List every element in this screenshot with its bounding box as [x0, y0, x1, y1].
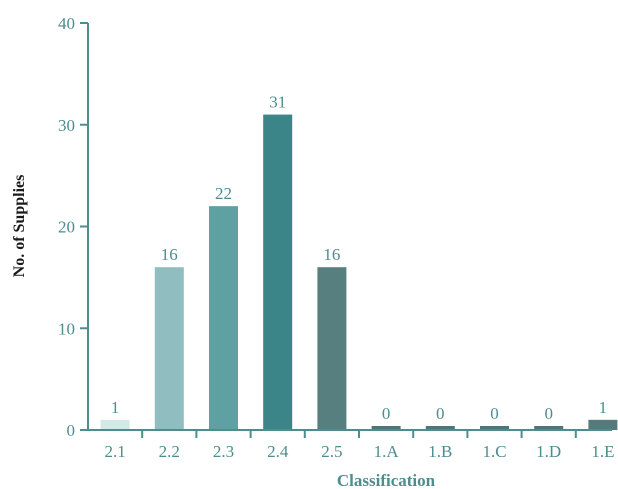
- bar-2-4: [263, 114, 293, 430]
- x-tick-label: 1.E: [591, 442, 614, 461]
- x-tick-label: 2.3: [213, 442, 234, 461]
- data-label: 0: [436, 404, 445, 423]
- bar-2-2: [154, 267, 184, 430]
- data-label: 31: [269, 93, 286, 112]
- bar-1-B: [425, 426, 455, 430]
- y-tick-label: 40: [58, 14, 75, 33]
- bar-2-3: [209, 206, 238, 430]
- data-label: 0: [490, 404, 499, 423]
- bar-1-C: [480, 426, 509, 430]
- data-label: 16: [161, 245, 178, 264]
- bar-2-5: [317, 267, 347, 430]
- data-label: 0: [382, 404, 391, 423]
- x-axis-title: Classification: [337, 471, 436, 489]
- data-label: 1: [111, 398, 120, 417]
- y-axis-title: No. of Supplies: [11, 175, 28, 278]
- x-tick-label: 1.B: [428, 442, 452, 461]
- bar-2-1: [100, 419, 130, 430]
- data-label: 22: [215, 184, 232, 203]
- x-tick-label: 1.D: [536, 442, 561, 461]
- y-tick-label: 30: [58, 116, 75, 135]
- bar-1-E: [588, 419, 618, 430]
- bar-1-D: [534, 426, 564, 430]
- y-tick-label: 10: [58, 319, 75, 338]
- y-tick-label: 20: [58, 218, 75, 237]
- y-tick-label: 0: [67, 421, 76, 440]
- y-ticks-group: 0 10 20 30 40: [58, 14, 88, 440]
- bars-group: [100, 114, 618, 430]
- x-tick-label: 1.A: [374, 442, 400, 461]
- data-labels-group: 1 16 22 31 16 0 0 0 0 1: [111, 93, 607, 423]
- x-tick-label: 2.2: [159, 442, 180, 461]
- data-label: 0: [544, 404, 553, 423]
- x-ticks-group: 2.1 2.2 2.3 2.4 2.5 1.A 1.B 1.C 1.D 1.E: [104, 430, 614, 461]
- x-tick-label: 2.4: [267, 442, 289, 461]
- x-tick-label: 2.1: [104, 442, 125, 461]
- x-tick-label: 2.5: [321, 442, 342, 461]
- bar-1-A: [371, 426, 401, 430]
- x-tick-label: 1.C: [482, 442, 506, 461]
- data-label: 1: [599, 398, 608, 417]
- data-label: 16: [323, 245, 340, 264]
